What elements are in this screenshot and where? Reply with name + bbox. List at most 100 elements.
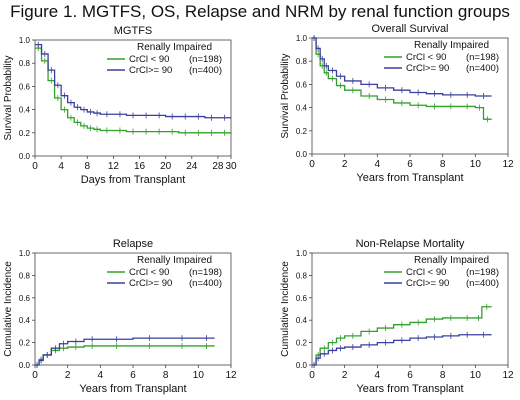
y-tick-label: 1.0 bbox=[19, 249, 31, 258]
y-tick-label: 0.2 bbox=[19, 129, 31, 138]
x-tick-label: 6 bbox=[407, 159, 413, 170]
y-tick-label: 0.0 bbox=[296, 361, 308, 370]
legend-title: Renally Impaired bbox=[137, 42, 212, 53]
chart-title: Overall Survival bbox=[371, 23, 448, 35]
x-tick-label: 4 bbox=[98, 370, 104, 381]
legend-entry: CrCl < 90 bbox=[129, 267, 169, 278]
x-tick-label: 6 bbox=[407, 370, 413, 381]
y-tick-label: 0.2 bbox=[19, 339, 31, 348]
y-tick-label: 0.6 bbox=[296, 80, 308, 89]
x-tick-label: 8 bbox=[84, 161, 90, 172]
x-tick-label: 10 bbox=[193, 370, 205, 381]
legend-entry: CrCl>= 90 bbox=[129, 65, 172, 76]
y-tick-label: 0.4 bbox=[296, 104, 308, 113]
series-line-crcl-ge-90 bbox=[312, 334, 492, 366]
series-line-crcl-lt-90 bbox=[35, 345, 215, 366]
x-tick-label: 2 bbox=[342, 159, 348, 170]
x-tick-label: 4 bbox=[375, 370, 381, 381]
series-line-crcl-ge-90 bbox=[35, 337, 215, 366]
legend-entry: CrCl < 90 bbox=[406, 52, 446, 63]
legend-title: Renally Impaired bbox=[137, 255, 212, 266]
series-line-crcl-lt-90 bbox=[312, 306, 492, 366]
x-tick-label: 20 bbox=[160, 161, 172, 172]
legend-count: (n=400) bbox=[466, 63, 499, 74]
x-axis-label: Years from Transplant bbox=[356, 172, 463, 184]
y-tick-label: 0.0 bbox=[19, 361, 31, 370]
x-tick-label: 8 bbox=[440, 370, 446, 381]
legend-entry: CrCl>= 90 bbox=[129, 278, 172, 289]
y-axis-label: Cumulative Incidence bbox=[280, 261, 291, 357]
y-tick-label: 1.0 bbox=[296, 34, 308, 43]
y-tick-label: 0.6 bbox=[296, 294, 308, 303]
y-tick-label: 0.8 bbox=[19, 271, 31, 280]
chart-panel-4: Non-Relapse Mortality 0 2 4 6 8 10 12 0.0 0.2 0.4 0… bbox=[280, 238, 514, 395]
x-tick-label: 30 bbox=[225, 161, 237, 172]
x-tick-label: 4 bbox=[375, 159, 381, 170]
y-tick-label: 0.6 bbox=[19, 82, 31, 91]
x-tick-label: 10 bbox=[470, 159, 482, 170]
figure-title: Figure 1. MGTFS, OS, Relapse and NRM by … bbox=[10, 2, 510, 21]
x-tick-label: 12 bbox=[502, 159, 514, 170]
x-axis-label: Years from Transplant bbox=[356, 383, 463, 395]
legend-count: (n=400) bbox=[189, 278, 222, 289]
y-tick-label: 0.2 bbox=[296, 339, 308, 348]
y-tick-label: 0.6 bbox=[19, 294, 31, 303]
y-axis-label: Survival Probability bbox=[280, 53, 291, 138]
legend-count: (n=400) bbox=[466, 278, 499, 289]
y-axis-label: Survival Probability bbox=[3, 55, 14, 140]
y-tick-label: 0.2 bbox=[296, 127, 308, 136]
y-tick-label: 0.4 bbox=[19, 316, 31, 325]
x-tick-label: 6 bbox=[130, 370, 136, 381]
legend-count: (n=198) bbox=[466, 267, 499, 278]
legend-title: Renally Impaired bbox=[414, 255, 489, 266]
x-tick-label: 2 bbox=[342, 370, 348, 381]
y-axis-label: Cumulative Incidence bbox=[3, 261, 14, 357]
x-tick-label: 0 bbox=[309, 370, 315, 381]
y-tick-label: 0.8 bbox=[296, 57, 308, 66]
x-tick-label: 28 bbox=[212, 161, 224, 172]
legend-count: (n=400) bbox=[189, 65, 222, 76]
x-tick-label: 8 bbox=[440, 159, 446, 170]
legend-entry: CrCl < 90 bbox=[129, 54, 169, 65]
legend-count: (n=198) bbox=[189, 267, 222, 278]
x-tick-label: 2 bbox=[65, 370, 71, 381]
y-tick-label: 0.0 bbox=[19, 152, 31, 161]
x-tick-label: 12 bbox=[108, 161, 120, 172]
x-tick-label: 0 bbox=[32, 370, 38, 381]
x-axis-label: Days from Transplant bbox=[81, 174, 186, 186]
series-line-crcl-ge-90 bbox=[312, 37, 492, 97]
x-tick-label: 16 bbox=[134, 161, 146, 172]
x-tick-label: 0 bbox=[309, 159, 315, 170]
legend-count: (n=198) bbox=[466, 52, 499, 63]
x-tick-label: 10 bbox=[470, 370, 482, 381]
y-tick-label: 0.8 bbox=[19, 59, 31, 68]
chart-title: Relapse bbox=[113, 238, 153, 250]
x-tick-label: 8 bbox=[163, 370, 169, 381]
chart-title: Non-Relapse Mortality bbox=[356, 238, 465, 250]
chart-title: MGTFS bbox=[114, 25, 153, 37]
x-tick-label: 12 bbox=[502, 370, 514, 381]
chart-panel-3: Relapse 0 2 4 6 8 10 12 0.0 0.2 0.4 0.6 0.8 1.0 Years … bbox=[3, 238, 237, 395]
x-tick-label: 4 bbox=[58, 161, 64, 172]
y-tick-label: 1.0 bbox=[296, 249, 308, 258]
legend-title: Renally Impaired bbox=[414, 40, 489, 51]
plot-frame bbox=[34, 39, 232, 157]
chart-panel-1: MGTFS 0 4 8 12 16 20 24 28 30 0.0 0.2 0.4 0.6 0.8 1.0 Da… bbox=[3, 25, 237, 186]
legend-entry: CrCl>= 90 bbox=[406, 278, 449, 289]
y-tick-label: 0.4 bbox=[296, 316, 308, 325]
y-tick-label: 1.0 bbox=[19, 36, 31, 45]
y-tick-label: 0.4 bbox=[19, 106, 31, 115]
x-axis-label: Years from Transplant bbox=[79, 383, 186, 395]
legend-entry: CrCl>= 90 bbox=[406, 63, 449, 74]
x-tick-label: 12 bbox=[225, 370, 237, 381]
y-tick-label: 0.8 bbox=[296, 271, 308, 280]
legend-count: (n=198) bbox=[189, 54, 222, 65]
y-tick-label: 0.0 bbox=[296, 150, 308, 159]
legend-entry: CrCl < 90 bbox=[406, 267, 446, 278]
x-tick-label: 0 bbox=[32, 161, 38, 172]
